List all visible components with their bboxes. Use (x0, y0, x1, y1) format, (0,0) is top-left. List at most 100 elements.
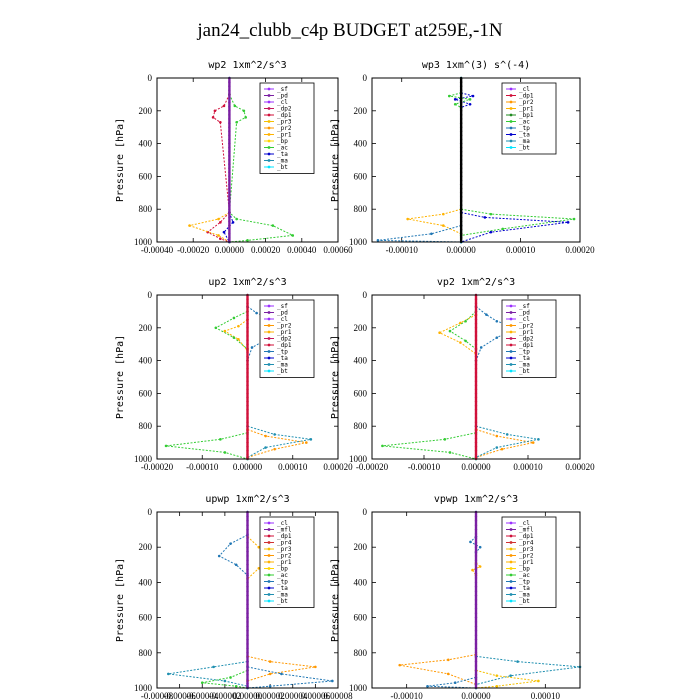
series-line-pr1 (438, 314, 477, 355)
zero-point (228, 232, 231, 235)
zero-point (246, 682, 249, 685)
zero-point (474, 416, 478, 420)
zero-point (246, 678, 249, 681)
zero-point (228, 142, 231, 145)
legend-marker (509, 113, 513, 117)
zero-point (474, 400, 478, 403)
series-line-pr2 (475, 429, 534, 458)
zero-point (474, 425, 478, 428)
x-tick-label: 0.00002 (256, 691, 285, 700)
data-point (398, 663, 402, 667)
legend-label: _ta (519, 585, 530, 592)
data-point (438, 331, 441, 335)
legend: _cl_dp1_pr2_pr1_bp1_ac_tp_ta_ma_bt (501, 82, 557, 155)
data-point (219, 237, 222, 241)
zero-point (474, 408, 478, 411)
data-point (430, 232, 433, 236)
x-tick-label: 0.00010 (506, 245, 536, 255)
legend-marker (267, 369, 271, 373)
legend-marker (267, 547, 271, 551)
legend-label: _pr1 (277, 559, 292, 566)
data-point (232, 336, 236, 339)
legend-marker (267, 580, 271, 583)
legend-marker (267, 113, 271, 117)
zero-point (474, 603, 478, 606)
data-point (268, 660, 272, 663)
zero-point (474, 412, 478, 416)
y-tick-label: 0 (363, 507, 368, 517)
legend-label: _ma (277, 362, 288, 369)
zero-point (228, 109, 231, 113)
legend-marker (509, 534, 513, 538)
data-point (495, 319, 499, 323)
data-point (495, 434, 499, 438)
legend-label: _ac (277, 572, 288, 579)
zero-point (246, 563, 249, 566)
plot-frame (371, 77, 581, 243)
data-point (217, 554, 221, 558)
legend-label: _bt (519, 145, 530, 152)
data-point (448, 451, 452, 454)
legend-marker (267, 317, 271, 321)
legend-label: _tp (519, 349, 530, 356)
data-point (234, 563, 238, 567)
data-point (235, 217, 238, 221)
zero-point (459, 179, 463, 182)
zero-point (246, 330, 249, 334)
zero-point (474, 404, 478, 407)
y-axis-label: Pressure [hPa] (115, 335, 126, 419)
legend-marker (509, 87, 513, 91)
data-point (489, 212, 493, 216)
y-axis-label: Pressure [hPa] (115, 118, 126, 202)
x-tick-label: 0.00010 (278, 462, 308, 472)
zero-point (246, 537, 249, 540)
zero-point (459, 158, 463, 162)
zero-point (228, 130, 231, 133)
y-tick-label: 0 (363, 290, 368, 300)
zero-point (246, 302, 249, 305)
zero-point (246, 408, 249, 411)
zero-point (246, 420, 249, 424)
zero-point (474, 616, 478, 619)
zero-point (474, 524, 478, 527)
series-line-ac (214, 310, 248, 350)
legend-marker (509, 567, 513, 570)
y-tick-label: 800 (354, 204, 368, 214)
zero-point (228, 175, 231, 178)
zero-point (459, 80, 463, 84)
zero-point (246, 384, 249, 387)
data-point (381, 444, 384, 448)
data-point (164, 444, 168, 448)
data-point (468, 102, 472, 106)
data-point (426, 684, 429, 688)
zero-point (246, 576, 249, 580)
zero-point (459, 146, 463, 149)
y-tick-label: 800 (139, 648, 153, 658)
legend-marker (509, 311, 513, 314)
x-tick-label: -0.00008 (141, 691, 174, 700)
data-point (237, 324, 240, 328)
series-line-dp1 (206, 94, 230, 243)
data-point (483, 216, 487, 219)
y-axis-label: Pressure [hPa] (330, 118, 341, 202)
zero-point (246, 550, 249, 553)
legend-marker (509, 573, 513, 577)
y-tick-label: 400 (354, 139, 368, 149)
data-point (442, 212, 445, 216)
zero-point (474, 581, 478, 584)
legend-label: _ac (277, 145, 288, 152)
x-tick-label: 0.00006 (301, 691, 331, 700)
zero-point (246, 392, 249, 395)
y-axis-label: Pressure [hPa] (330, 558, 341, 642)
zero-point (228, 126, 231, 129)
zero-point (228, 138, 231, 141)
data-point (516, 660, 519, 663)
zero-point (474, 306, 478, 309)
data-point (232, 316, 236, 320)
zero-point (246, 375, 249, 379)
legend-label: _cl (519, 86, 530, 93)
legend-label: _dp2 (277, 336, 292, 343)
zero-point (246, 359, 249, 362)
y-axis-label: Pressure [hPa] (115, 558, 126, 642)
data-point (505, 433, 509, 436)
